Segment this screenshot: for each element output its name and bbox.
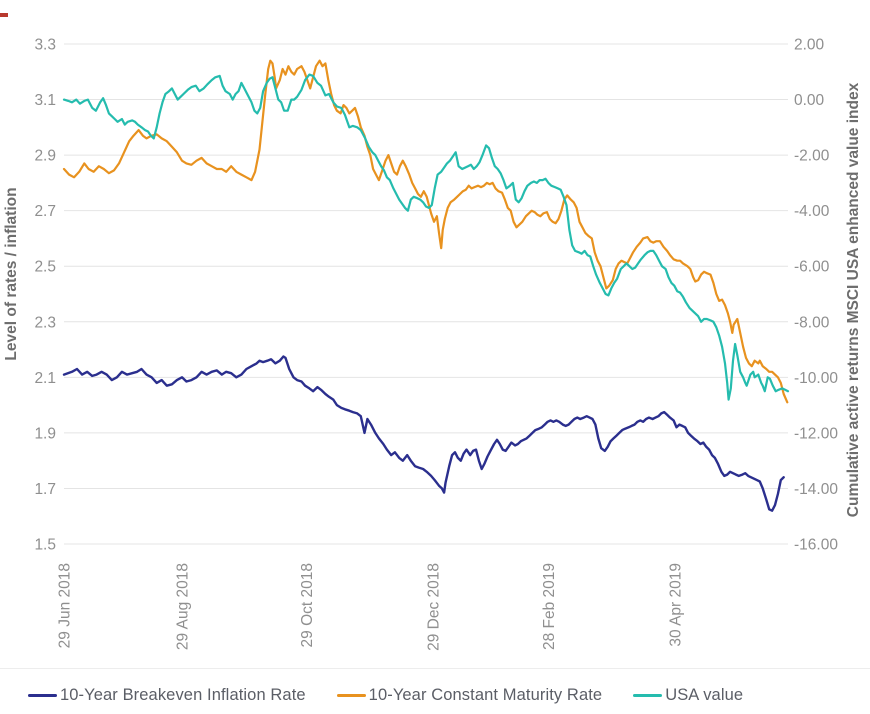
- legend-item-usa-value: USA value: [633, 686, 743, 705]
- right-axis-title: Cumulative active returns MSCI USA enhan…: [845, 82, 862, 517]
- gridlines: [64, 43, 788, 545]
- x-axis-tick-label: 30 Apr 2019: [668, 563, 685, 647]
- right-axis-tick-label: -4.00: [794, 203, 830, 220]
- right-axis-tick-label: 0.00: [794, 92, 825, 109]
- series-line-2: [62, 73, 790, 401]
- left-axis-title: Level of rates / inflation: [3, 187, 20, 360]
- left-axis-tick-label: 3.3: [34, 37, 56, 54]
- x-axis-tick-label: 29 Aug 2018: [175, 563, 192, 650]
- x-axis-tick-label: 28 Feb 2019: [541, 563, 558, 650]
- legend-label-constant-maturity: 10-Year Constant Maturity Rate: [368, 686, 603, 704]
- legend-item-breakeven: 10-Year Breakeven Inflation Rate: [28, 686, 306, 705]
- left-axis-tick-label: 2.9: [34, 148, 56, 165]
- right-axis-tick-label: -8.00: [794, 314, 830, 331]
- right-axis-tick-label: -6.00: [794, 259, 830, 276]
- axis-ticks: 3.3 2.00 3.1 0.00 2.9 -2.00 2.7 -4.00 2.5 -6.00 2.…: [34, 37, 838, 651]
- right-axis-tick-label: 2.00: [794, 37, 825, 54]
- chart: 3.3 2.00 3.1 0.00 2.9 -2.00 2.7 -4.00 2.5 -6.00 2.…: [3, 37, 862, 651]
- right-axis-tick-label: -10.00: [794, 370, 838, 387]
- legend-swatch-constant-maturity: [336, 693, 366, 698]
- series-line-1: [62, 59, 789, 404]
- x-axis-tick-label: 29 Oct 2018: [299, 563, 316, 647]
- right-axis-tick-label: -14.00: [794, 481, 838, 498]
- left-axis-tick-label: 2.5: [34, 259, 56, 276]
- right-axis-tick-label: -12.00: [794, 425, 838, 442]
- right-axis-tick-label: -2.00: [794, 148, 830, 165]
- legend-divider: [0, 668, 870, 669]
- left-axis-tick-label: 1.9: [34, 425, 56, 442]
- left-axis-tick-label: 2.1: [34, 370, 56, 387]
- legend-label-breakeven: 10-Year Breakeven Inflation Rate: [60, 686, 306, 704]
- series-line-0: [62, 355, 785, 512]
- left-axis-tick-label: 1.5: [34, 537, 56, 554]
- legend-label-usa-value: USA value: [665, 686, 744, 704]
- left-axis-tick-label: 2.7: [34, 203, 56, 220]
- series-lines: [62, 59, 790, 512]
- x-axis-tick-label: 29 Jun 2018: [57, 563, 74, 648]
- legend-swatch-breakeven: [28, 693, 57, 698]
- left-axis-tick-label: 1.7: [34, 481, 56, 498]
- right-axis-tick-label: -16.00: [794, 537, 838, 554]
- legend-item-constant-maturity: 10-Year Constant Maturity Rate: [336, 686, 603, 705]
- left-axis-tick-label: 2.3: [34, 314, 56, 331]
- legend-swatch-usa-value: [633, 693, 663, 698]
- x-axis-tick-label: 29 Dec 2018: [426, 563, 443, 651]
- left-axis-tick-label: 3.1: [34, 92, 56, 109]
- red-dash-marker: [0, 13, 8, 17]
- legend: 10-Year Breakeven Inflation Rate 10-Year…: [28, 686, 743, 705]
